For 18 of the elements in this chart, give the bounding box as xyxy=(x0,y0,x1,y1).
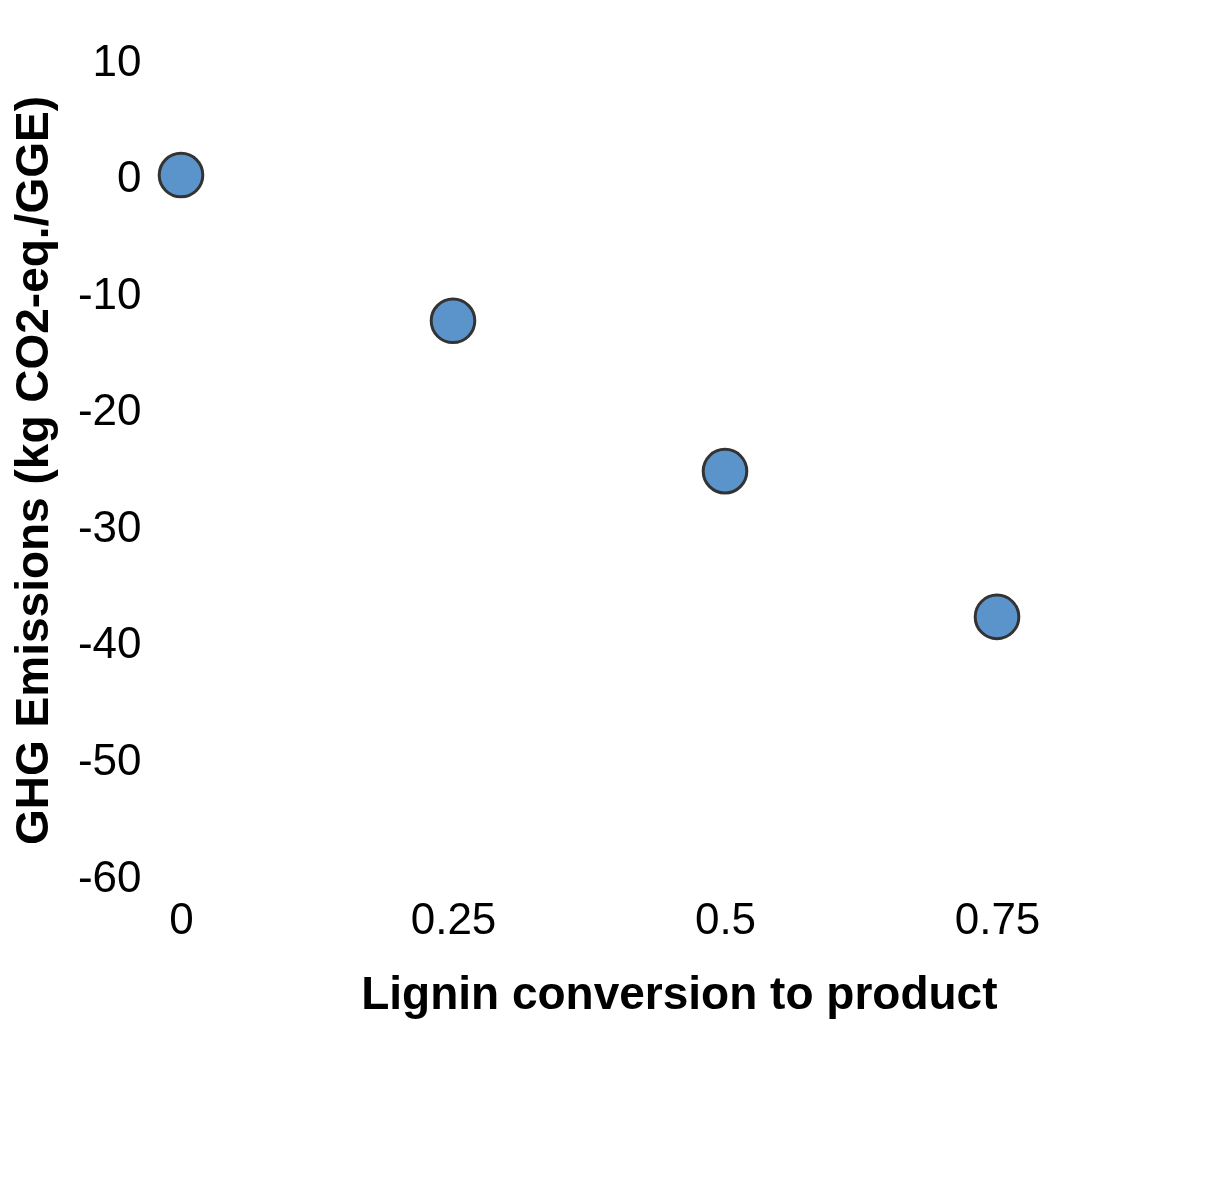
y-tick-label: 0 xyxy=(117,152,142,202)
point xyxy=(701,447,749,495)
y-tick-label: -50 xyxy=(77,734,142,784)
y-axis-title: GHG Emissions (kg CO2-eq./GGE) xyxy=(5,96,58,845)
x-tick-label: 0.25 xyxy=(410,893,497,943)
x-tick-label: 0.75 xyxy=(954,893,1041,943)
x-tick-label: 0.5 xyxy=(694,893,757,943)
point xyxy=(157,151,205,199)
y-tick-label: -40 xyxy=(77,618,142,668)
point xyxy=(429,297,477,345)
x-axis-title: Lignin conversion to product xyxy=(361,966,998,1019)
x-tick-label: 0 xyxy=(169,893,194,943)
y-tick-label: -20 xyxy=(77,385,142,435)
y-tick-label: -30 xyxy=(77,501,142,551)
y-tick-label: -10 xyxy=(77,268,142,318)
y-tick-label: 10 xyxy=(92,35,142,85)
y-tick-label: -60 xyxy=(77,851,142,901)
point xyxy=(973,593,1021,641)
